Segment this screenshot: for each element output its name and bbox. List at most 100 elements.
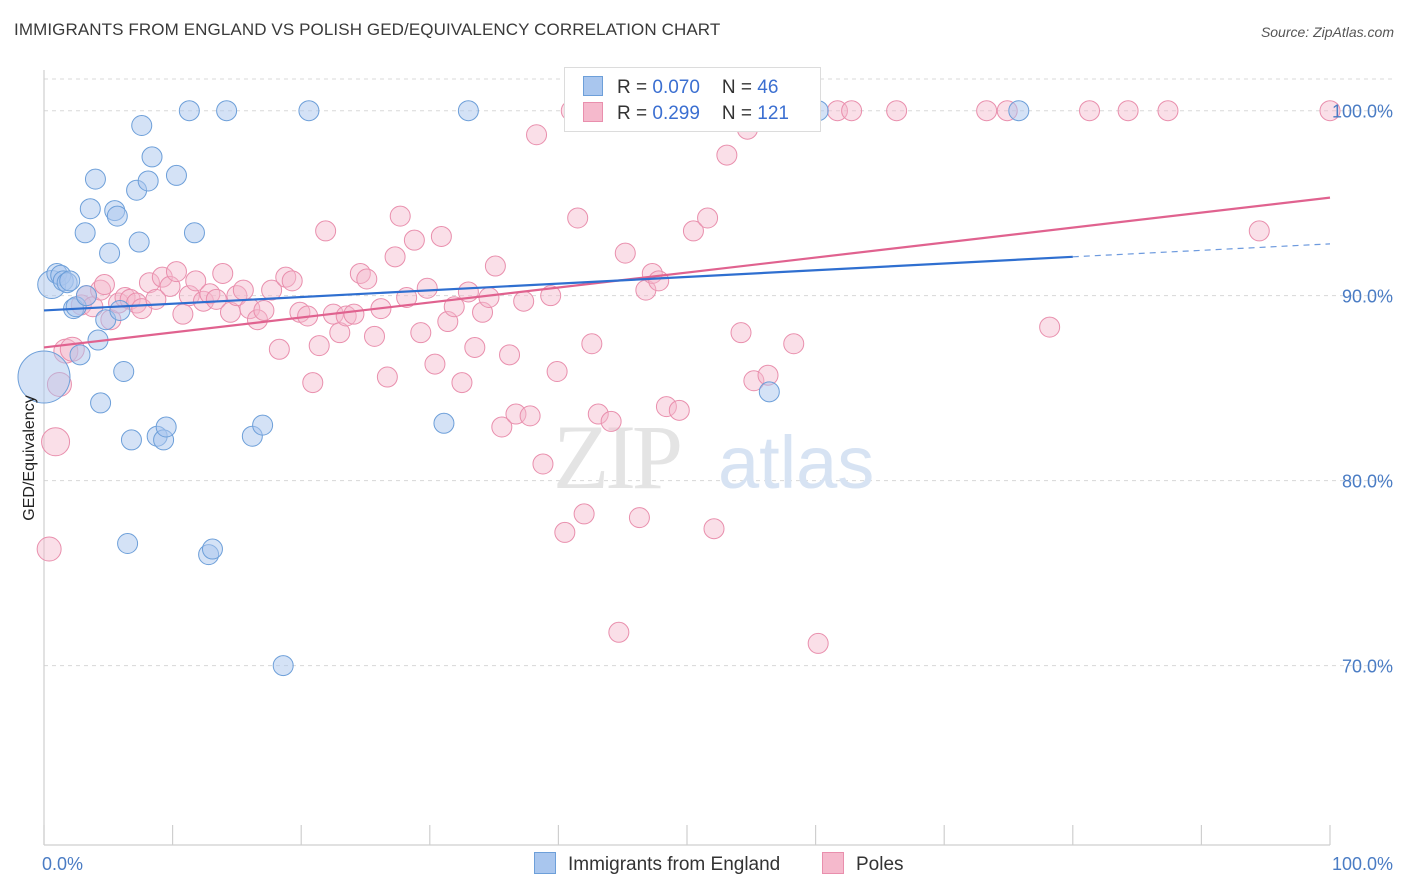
poles-point	[308, 335, 330, 357]
bottom-legend-label-poles: Poles	[856, 854, 904, 875]
england-point	[69, 344, 91, 366]
poles-point	[430, 225, 452, 247]
poles-point	[205, 288, 227, 310]
england-point	[252, 414, 274, 436]
england-point	[109, 299, 131, 321]
poles-point	[1248, 220, 1270, 242]
bottom-legend-swatch-poles	[822, 852, 844, 874]
poles-point	[614, 242, 636, 264]
poles-point	[841, 100, 863, 122]
poles-point	[484, 255, 506, 277]
poles-point	[1039, 316, 1061, 338]
poles-point	[587, 403, 609, 425]
poles-point	[807, 632, 829, 654]
poles-point	[567, 207, 589, 229]
poles-point	[315, 220, 337, 242]
poles-point	[261, 279, 283, 301]
legend-row-england: R = 0.070 N = 46	[583, 76, 778, 102]
poles-point	[655, 396, 677, 418]
england-points	[17, 100, 1030, 677]
poles-point	[519, 405, 541, 427]
poles-point	[253, 299, 275, 321]
poles-point	[416, 277, 438, 299]
poles-point	[464, 336, 486, 358]
england-point	[79, 198, 101, 220]
poles-point	[138, 272, 160, 294]
poles-point	[343, 303, 365, 325]
poles-point	[648, 270, 670, 292]
y-tick-label: 90.0%	[1342, 287, 1393, 307]
chart-title: IMMIGRANTS FROM ENGLAND VS POLISH GED/EQ…	[14, 20, 721, 39]
source-note: Source: ZipAtlas.com	[1260, 24, 1394, 40]
poles-point	[36, 536, 62, 562]
poles-point	[628, 507, 650, 529]
watermark-atlas: atlas	[718, 421, 874, 504]
poles-point	[232, 279, 254, 301]
poles-point	[443, 296, 465, 318]
england-point	[758, 381, 780, 403]
poles-point	[376, 366, 398, 388]
poles-point	[389, 205, 411, 227]
england-point	[17, 350, 71, 404]
x-tick-label-end: 100.0%	[1332, 854, 1393, 874]
england-point	[117, 533, 139, 555]
england-point	[90, 392, 112, 414]
poles-point	[526, 124, 548, 146]
england-point	[201, 538, 223, 560]
england-point	[128, 231, 150, 253]
bottom-legend-poles: Poles	[822, 852, 904, 876]
poles-point	[1157, 100, 1179, 122]
poles-point	[185, 270, 207, 292]
poles-point	[668, 399, 690, 421]
poles-point	[554, 521, 576, 543]
bottom-legend-label-england: Immigrants from England	[568, 854, 781, 875]
england-point	[216, 100, 238, 122]
poles-point	[499, 344, 521, 366]
legend-n-label: N =	[721, 77, 758, 98]
poles-point	[491, 416, 513, 438]
poles-point	[600, 410, 622, 432]
poles-point	[532, 453, 554, 475]
england-point	[131, 114, 153, 136]
axes	[43, 70, 1331, 846]
england-point	[74, 222, 96, 244]
poles-point	[199, 283, 221, 305]
watermark: ZIP atlas	[553, 406, 874, 508]
england-point	[457, 100, 479, 122]
poles-point	[1319, 100, 1341, 122]
england-point	[178, 100, 200, 122]
poles-point	[573, 503, 595, 525]
legend-row-poles: R = 0.299 N = 121	[583, 102, 789, 128]
poles-point	[410, 322, 432, 344]
poles-point	[302, 372, 324, 394]
poles-point	[403, 229, 425, 251]
legend-n-value: 121	[757, 103, 789, 124]
y-tick-label: 70.0%	[1342, 657, 1393, 677]
poles-point	[41, 427, 71, 457]
poles-point	[697, 207, 719, 229]
poles-point	[275, 266, 297, 288]
poles-point	[329, 322, 351, 344]
england-point	[1008, 100, 1030, 122]
bottom-legend-swatch-england	[534, 852, 556, 874]
england-point	[183, 222, 205, 244]
england-point	[106, 205, 128, 227]
england-trend-line	[43, 255, 1073, 312]
poles-point	[364, 325, 386, 347]
poles-point	[783, 333, 805, 355]
grid-lines	[44, 78, 1392, 667]
england-trend-extension	[1072, 243, 1331, 258]
poles-point	[513, 290, 535, 312]
y-axis-label: GED/Equivalency	[21, 395, 38, 520]
england-point	[59, 270, 81, 292]
poles-point	[1117, 100, 1139, 122]
england-point	[165, 164, 187, 186]
england-point	[137, 170, 159, 192]
poles-point	[682, 220, 704, 242]
poles-point	[451, 372, 473, 394]
england-point	[272, 655, 294, 677]
legend-swatch-poles	[583, 102, 603, 122]
legend-n-value: 46	[757, 77, 779, 98]
legend-n-label: N =	[721, 103, 758, 124]
